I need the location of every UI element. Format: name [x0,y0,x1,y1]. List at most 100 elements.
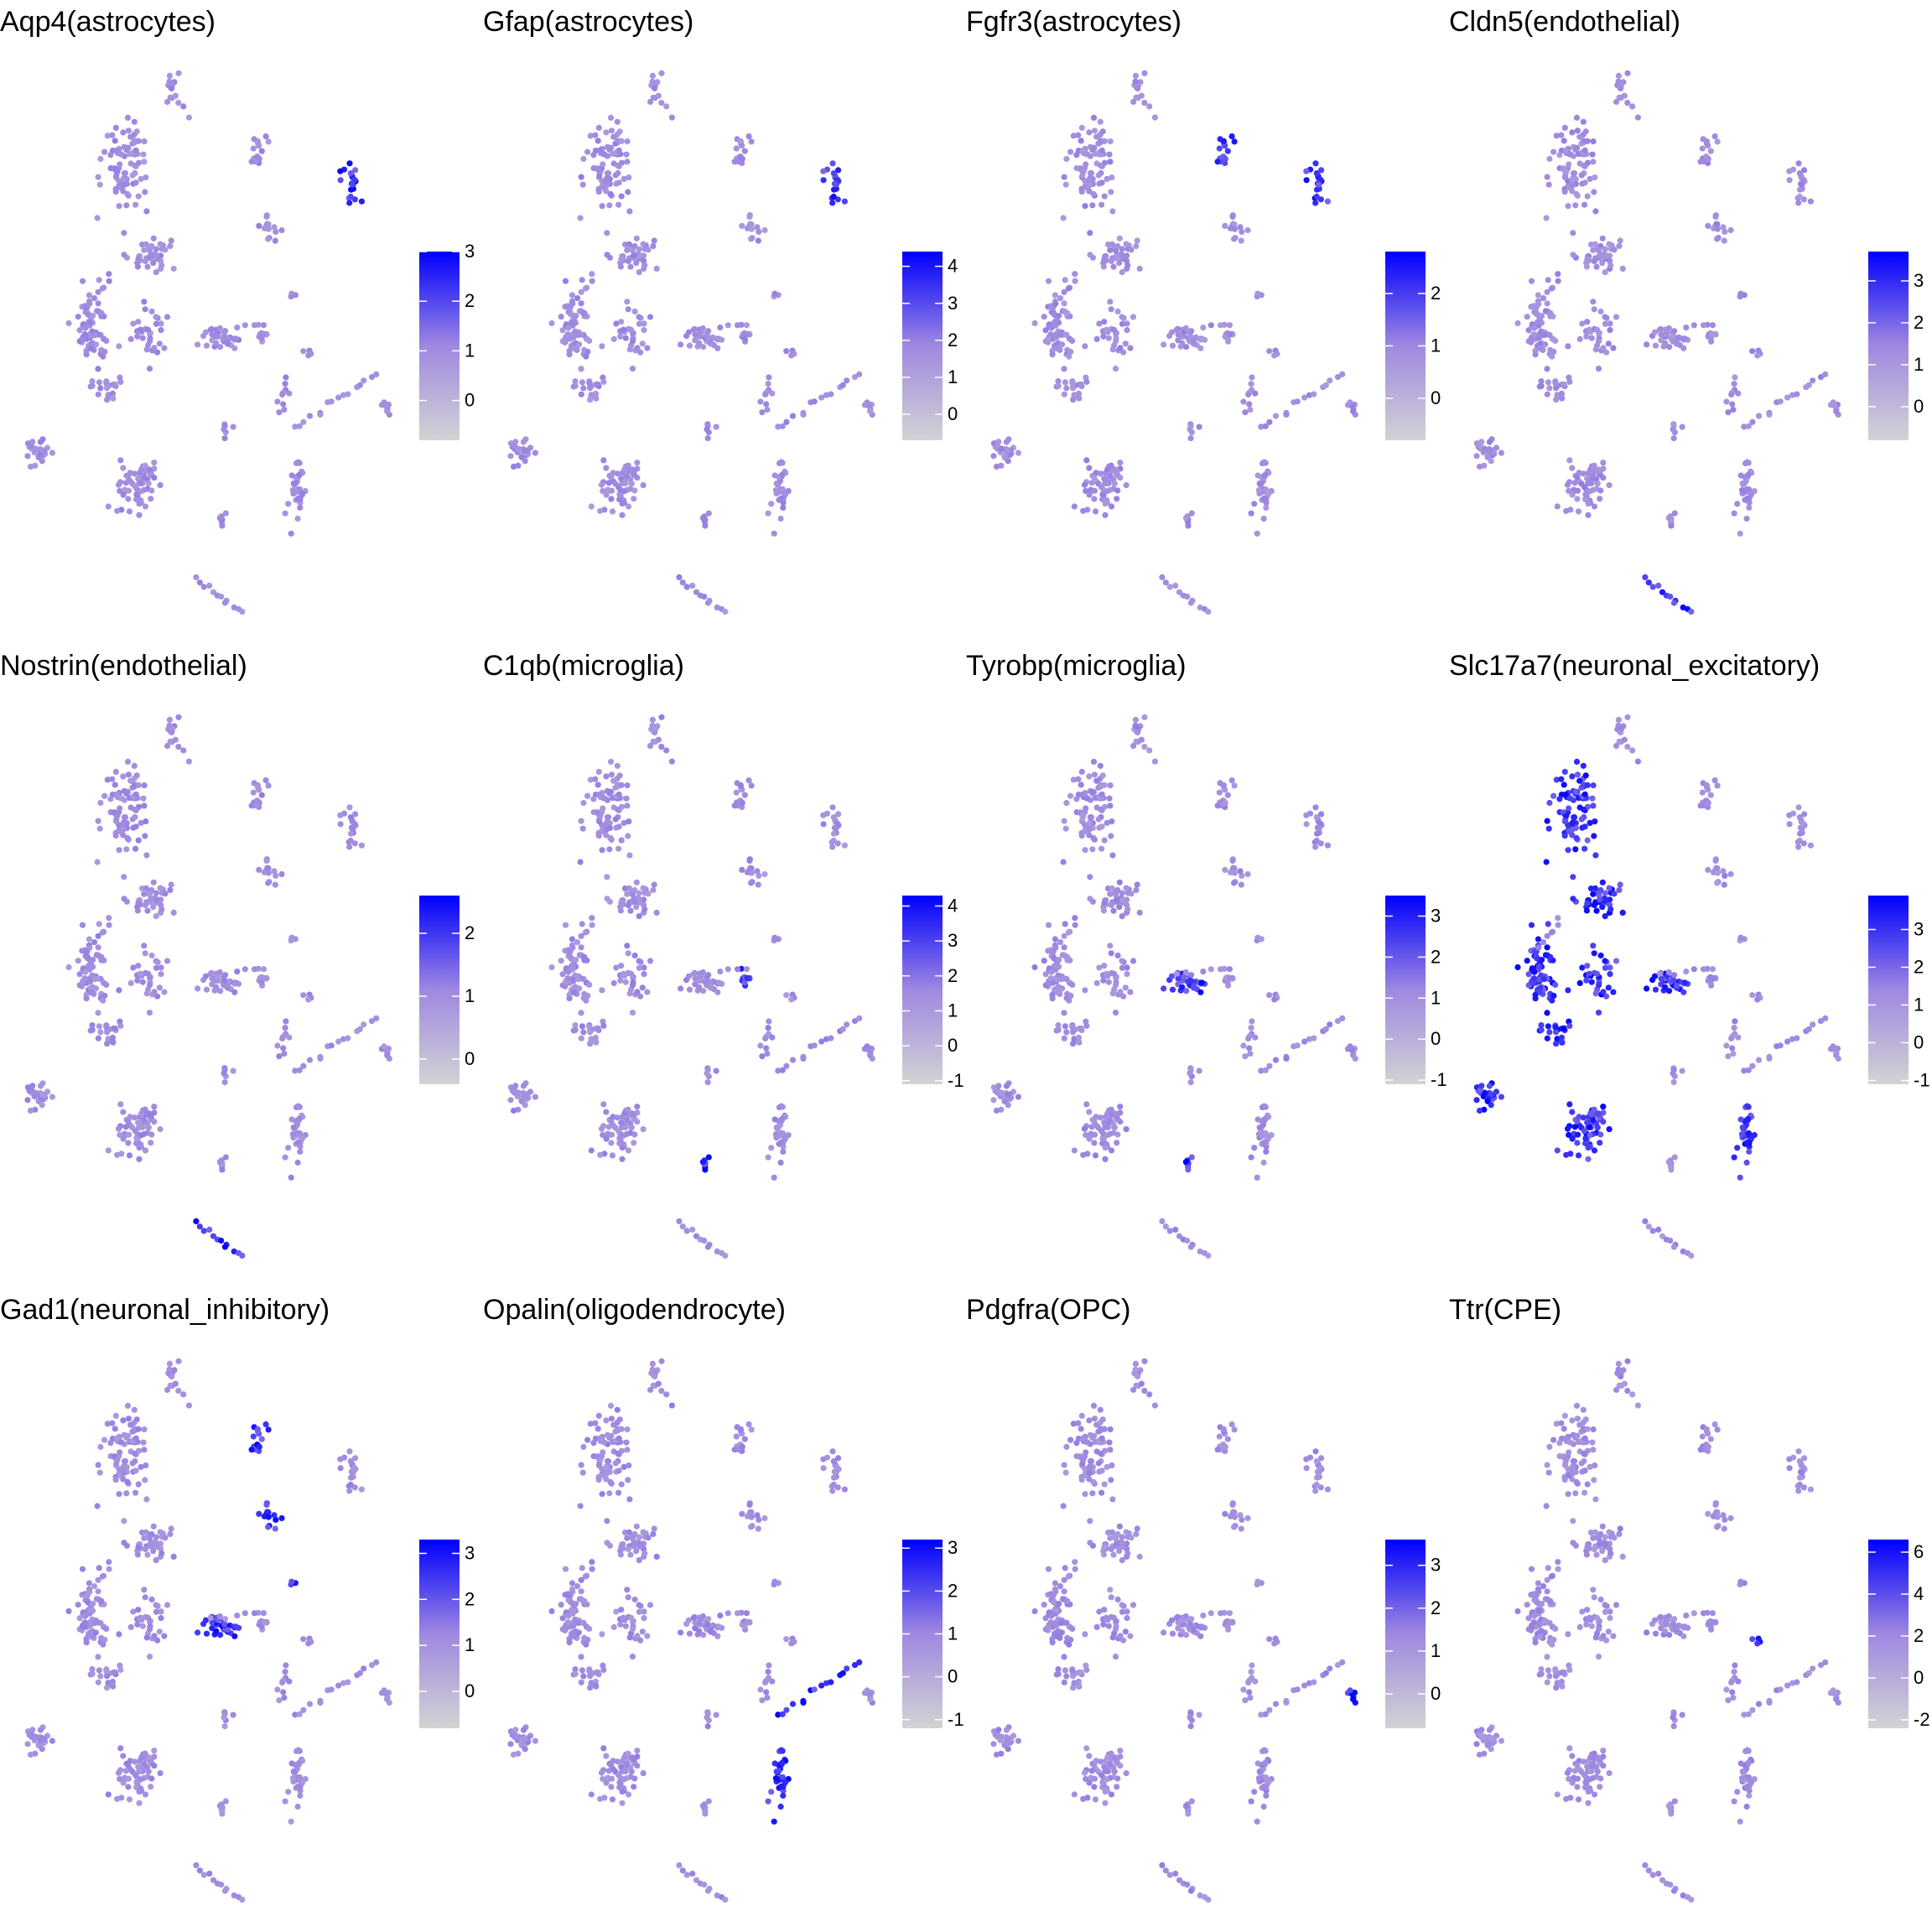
cell-point [1052,936,1058,943]
cell-point [678,341,684,348]
feature-panel-cldn5: Cldn5(endothelial) 0 1 2 3 [1449,0,1932,644]
cell-point [1188,510,1195,517]
cell-point [126,508,133,515]
cell-point [1546,385,1553,392]
cell-point [1532,995,1539,1002]
cell-point [578,391,584,397]
cell-point [649,722,656,729]
cell-point [1222,799,1228,806]
colorbar-tick-label: 0 [1431,1028,1441,1049]
cell-point [1536,332,1543,339]
cell-point [1705,866,1711,873]
cell-point [141,1535,148,1541]
cell-point [1606,482,1613,489]
cell-point [95,300,101,307]
cell-point [130,1608,137,1615]
cell-point [1592,885,1598,891]
cell-point [1112,466,1119,473]
cell-point [1652,986,1659,993]
cell-point [100,353,106,360]
cell-point [1591,833,1597,839]
cell-point [1595,466,1602,473]
cell-point [1162,579,1169,586]
cell-point [1116,260,1123,267]
cell-point [631,1131,638,1138]
cell-point [260,966,267,973]
cell-point [1078,124,1085,131]
cell-point [1262,1130,1270,1137]
cell-point [286,1034,293,1041]
cell-point [653,909,660,916]
cell-point [337,1456,344,1462]
cell-point [615,179,622,186]
cell-point [636,252,643,259]
cell-point [348,830,355,837]
cell-point [265,1524,272,1530]
cell-point [1089,846,1096,853]
cell-point [65,1607,72,1615]
cell-point [248,158,255,165]
cell-point [1092,1152,1099,1159]
cell-point [1117,345,1124,351]
cell-point [89,1022,96,1029]
cell-point [85,311,91,318]
cell-point [216,325,223,332]
cell-point [1182,515,1189,522]
cell-point [579,277,585,283]
cell-point [140,1439,147,1446]
cell-point [779,471,786,479]
cell-point [146,1654,153,1660]
cell-point [168,237,174,244]
cell-point [1602,958,1608,964]
cell-point [1119,958,1125,964]
cell-point [771,530,777,537]
cell-point [1584,256,1591,262]
cell-point [608,1140,615,1146]
cell-point [1544,391,1550,397]
cell-point [1135,729,1141,736]
cell-point [1262,1115,1269,1122]
cell-point [771,1116,778,1123]
cell-point [548,963,555,971]
cell-point [1566,487,1572,495]
feature-panel-tyrobp: Tyrobp(microglia) -1 0 1 2 3 [966,644,1449,1288]
cell-point [346,160,353,167]
cell-point [1574,1118,1581,1124]
cell-point [1573,190,1580,197]
cell-point [615,484,622,491]
cell-point [1613,958,1620,964]
cell-point [633,260,640,267]
cell-point [1595,1010,1602,1016]
cell-point [1107,943,1114,949]
cell-point [577,859,584,865]
cell-point [573,313,579,319]
cell-point [579,379,585,386]
cell-point [1097,762,1104,769]
cell-point [631,242,638,250]
cell-point [1594,1124,1601,1131]
cell-point [86,319,93,326]
cell-point [605,1124,612,1130]
cell-point [89,382,96,389]
cell-point [1119,252,1126,259]
cell-point [777,515,784,522]
cell-point [1581,845,1588,852]
cell-point [1031,963,1038,971]
cell-point [1822,1015,1829,1021]
cell-point [570,340,578,347]
cell-point [631,252,637,259]
cell-point [1593,263,1600,270]
cell-point [634,345,641,351]
cell-point [627,970,634,977]
cell-point [105,503,112,510]
cell-point [1101,319,1108,325]
cell-point [689,582,696,589]
cell-point [1665,325,1672,332]
cell-point [564,331,571,338]
cell-point [1579,320,1586,327]
cell-point [1222,222,1228,229]
cell-point [1592,852,1599,859]
cell-point [107,796,114,802]
cell-point [384,408,391,414]
cell-point [142,1106,148,1113]
